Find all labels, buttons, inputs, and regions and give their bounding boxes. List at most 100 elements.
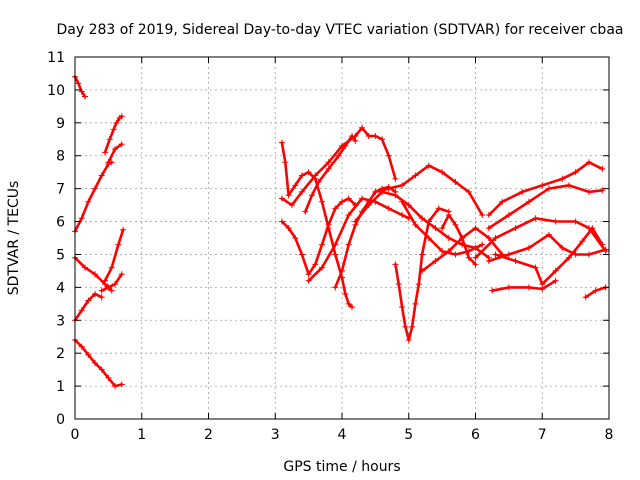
data-point-s10-7 <box>318 198 325 205</box>
data-point-s17-2 <box>399 182 406 189</box>
series-s5 <box>72 290 105 324</box>
data-point-s15-1 <box>339 267 345 274</box>
data-point-s17-6 <box>452 179 459 186</box>
data-point-s12-2 <box>315 179 322 186</box>
x-tick-label-2: 2 <box>204 427 213 443</box>
data-point-s24-4 <box>559 244 566 251</box>
data-point-s9-2 <box>85 351 92 358</box>
data-point-s13-9 <box>372 132 379 139</box>
data-point-s11-1 <box>285 225 292 232</box>
series-s20 <box>419 225 506 274</box>
data-point-s5-2 <box>85 297 92 304</box>
data-point-s2-4 <box>98 172 105 179</box>
series-markers-s25 <box>492 225 606 288</box>
data-point-s11-3 <box>298 251 305 258</box>
data-point-s19-0 <box>399 198 406 205</box>
data-point-s28-1 <box>445 211 452 218</box>
y-tick-label-11: 11 <box>47 50 65 66</box>
y-tick-label-9: 9 <box>56 116 65 132</box>
data-point-s12-1 <box>308 192 315 199</box>
series-line-s21 <box>487 161 604 217</box>
series-s26 <box>489 277 559 294</box>
data-point-s19-6 <box>479 241 486 248</box>
data-point-s6-2 <box>92 271 99 278</box>
data-point-s12-0 <box>302 208 309 215</box>
y-tick-label-2: 2 <box>56 346 65 362</box>
y-tick-label-7: 7 <box>56 182 65 198</box>
data-point-s21-0 <box>485 211 492 218</box>
data-point-s27-0 <box>582 294 589 301</box>
data-point-s13-6 <box>352 132 359 139</box>
data-point-s1-2 <box>78 88 85 95</box>
data-point-s13-12 <box>392 175 399 182</box>
data-point-s2-1 <box>78 215 85 222</box>
series-markers-s24 <box>485 231 609 265</box>
data-point-s3-5 <box>118 113 125 120</box>
series-markers-s11 <box>278 195 359 278</box>
series-markers-s23 <box>472 215 609 261</box>
data-point-s16-1 <box>395 281 402 288</box>
data-point-s10-5 <box>305 169 312 176</box>
series-s23 <box>472 215 609 261</box>
data-point-s16-7 <box>415 281 422 288</box>
data-point-s28-3 <box>459 235 466 241</box>
series-line-s23 <box>474 217 608 260</box>
data-point-s4-0 <box>105 159 112 166</box>
x-tick-label-4: 4 <box>338 427 347 443</box>
data-point-s6-4 <box>108 287 115 294</box>
y-tick-label-8: 8 <box>56 149 65 165</box>
data-point-s12-4 <box>335 152 342 159</box>
x-tick-label-6: 6 <box>471 427 480 443</box>
data-point-s22-4 <box>565 182 572 189</box>
data-point-s20-1 <box>432 258 439 265</box>
y-tick-label-10: 10 <box>47 83 65 99</box>
series-line-s2 <box>73 161 113 233</box>
data-point-s1-1 <box>75 80 82 87</box>
data-point-s9-4 <box>98 366 105 373</box>
data-point-s18-5 <box>419 215 426 222</box>
data-point-s24-7 <box>602 246 609 253</box>
data-point-s16-6 <box>412 300 419 307</box>
series-s11 <box>278 195 359 278</box>
data-point-s1-3 <box>82 93 89 100</box>
series-s13 <box>278 124 399 209</box>
data-point-s4-2 <box>118 141 125 148</box>
data-point-s24-3 <box>545 231 552 238</box>
data-point-s28-5 <box>472 261 479 268</box>
series-s8 <box>102 226 127 284</box>
data-point-s14-6 <box>385 205 392 212</box>
x-tick-label-1: 1 <box>137 427 146 443</box>
series-line-s11 <box>280 197 357 276</box>
data-point-s24-0 <box>485 258 492 265</box>
data-point-s2-3 <box>92 185 99 192</box>
data-point-s14-1 <box>318 264 325 271</box>
series-s22 <box>485 182 606 232</box>
data-point-s10-1 <box>282 159 289 166</box>
data-point-s18-6 <box>432 225 439 232</box>
data-point-s11-5 <box>312 261 319 268</box>
grid <box>75 57 609 419</box>
series-line-s7 <box>100 272 123 293</box>
series-line-s20 <box>420 226 504 273</box>
data-point-s18-7 <box>445 235 452 241</box>
data-point-s18-3 <box>392 192 399 199</box>
data-point-s22-2 <box>525 198 532 205</box>
data-point-s6-1 <box>82 264 89 271</box>
data-point-s15-2 <box>345 241 352 248</box>
data-point-s13-4 <box>325 159 332 166</box>
data-point-s10-13 <box>349 304 356 311</box>
data-point-s25-2 <box>532 264 539 271</box>
x-tick-label-7: 7 <box>538 427 547 443</box>
axis-ticks: 0 1 2 3 4 5 6 7 8 0 1 2 3 4 5 6 7 8 9 10 11 <box>47 50 613 443</box>
data-point-s7-3 <box>118 271 125 278</box>
data-point-s18-0 <box>352 218 359 225</box>
data-point-s22-0 <box>485 225 492 232</box>
data-point-s9-6 <box>112 383 119 390</box>
data-point-s25-8 <box>599 241 606 248</box>
data-point-s16-4 <box>405 337 412 344</box>
data-point-s28-2 <box>452 221 459 228</box>
series-s19 <box>399 198 486 258</box>
data-point-s11-8 <box>332 205 339 212</box>
series-markers-s21 <box>485 159 606 218</box>
series-markers-s13 <box>278 124 399 209</box>
